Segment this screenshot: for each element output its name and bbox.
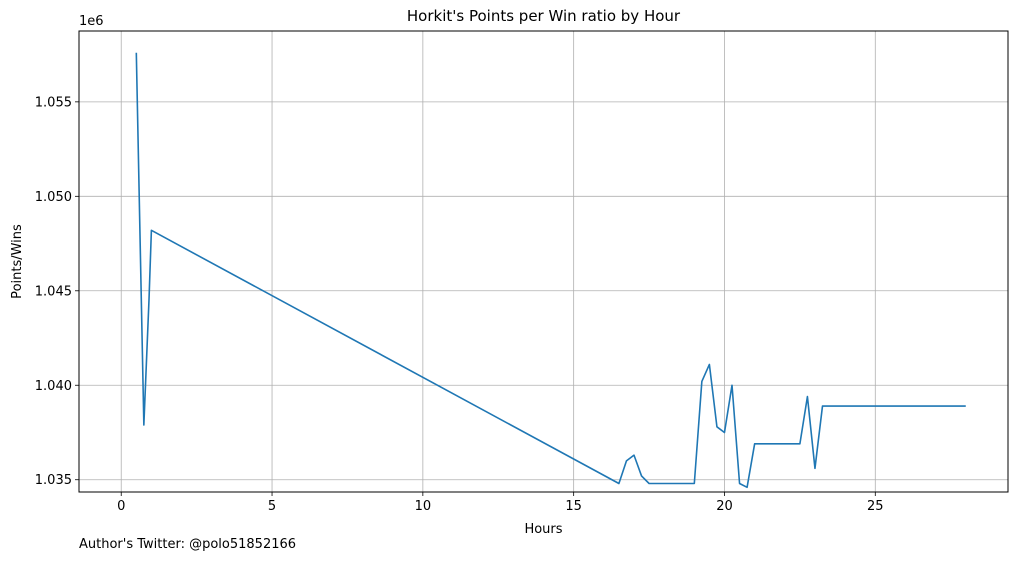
y-axis-offset-label: 1e6 — [79, 14, 104, 29]
y-tick-label: 1.040 — [35, 379, 72, 394]
chart-title: Horkit's Points per Win ratio by Hour — [407, 7, 681, 25]
y-tick-label: 1.035 — [35, 473, 72, 488]
series-layer — [135, 52, 966, 489]
x-axis-ticks: 0 5 10 15 20 25 — [117, 492, 884, 514]
grid-lines — [79, 31, 1008, 492]
x-axis-label: Hours — [524, 522, 562, 537]
plot-frame — [78, 30, 1009, 493]
x-tick-label: 5 — [268, 499, 276, 514]
y-tick-label: 1.055 — [35, 95, 72, 110]
y-axis-label: Points/Wins — [10, 224, 25, 299]
x-tick-label: 15 — [565, 499, 582, 514]
x-tick-label: 10 — [415, 499, 432, 514]
x-tick-label: 0 — [117, 499, 125, 514]
y-axis-ticks: 1.035 1.040 1.045 1.050 1.055 — [35, 95, 79, 488]
x-tick-label: 25 — [867, 499, 884, 514]
x-tick-label: 20 — [716, 499, 733, 514]
y-tick-label: 1.045 — [35, 284, 72, 299]
y-tick-label: 1.050 — [35, 190, 72, 205]
series-line — [135, 52, 966, 489]
author-footer: Author's Twitter: @polo51852166 — [79, 537, 297, 552]
